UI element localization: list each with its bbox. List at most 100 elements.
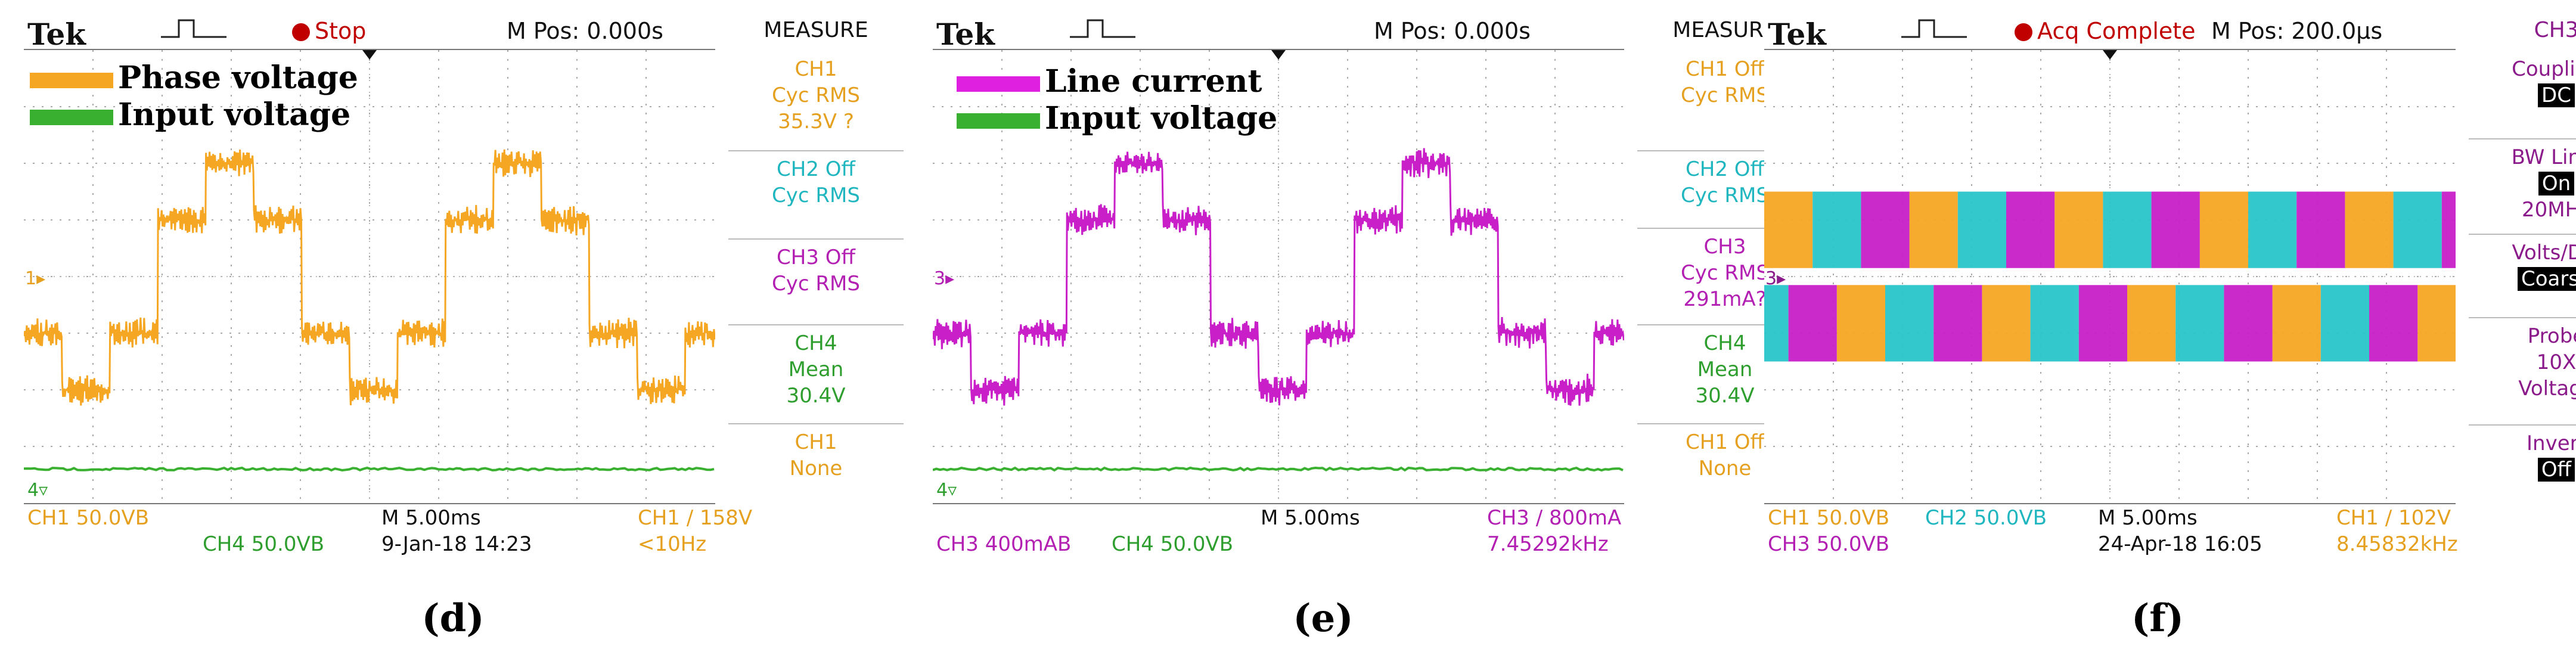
scope-panel-e: Tek M Pos: 0.000s Line current Input vol… [933, 13, 1816, 561]
mpos-label: M Pos: 200.0µs [2211, 18, 2383, 44]
legend: Line current Input voltage [957, 63, 1277, 137]
menu-item-ch3[interactable]: CH3 Off Cyc RMS [728, 238, 904, 297]
trace-block-ch2 [2248, 191, 2297, 268]
scope-header: Tek Stop M Pos: 0.000s [24, 13, 907, 52]
caption-e: (e) [1293, 596, 1354, 641]
scope-panel-d: Tek Stop M Pos: 0.000s Phase voltage Inp… [24, 13, 907, 561]
trace-block-ch1 [1836, 285, 1885, 362]
acquire-icon [2015, 23, 2032, 41]
graticule [933, 49, 1624, 504]
trace-ch1 [24, 149, 715, 406]
trace-block-ch2 [2320, 285, 2369, 362]
menu-item-ch4[interactable]: CH4 Mean 30.4V [728, 324, 904, 409]
timebase: M 5.00ms [2098, 506, 2198, 530]
menu-item-volts-div[interactable]: Volts/DivCoarse [2469, 234, 2576, 292]
waveform-plot-d [24, 50, 715, 503]
menu-title: CH3 [2534, 18, 2576, 42]
status-footer: CH1 50.0VB CH2 50.0VB CH3 50.0VB M 5.00m… [1764, 505, 2576, 561]
trace-block-ch2 [1764, 285, 1789, 362]
legend-item-input-voltage: Input voltage [30, 97, 358, 134]
menu-item-ch1[interactable]: CH1 Off Cyc RMS [1681, 57, 1769, 107]
scope-header: Tek M Pos: 0.000s [933, 13, 1816, 52]
trace-ch4 [24, 466, 715, 472]
mpos-label: M Pos: 0.000s [507, 18, 663, 44]
status-footer: CH3 400mAB CH4 50.0VB M 5.00ms CH3 ∕ 800… [933, 505, 1816, 561]
menu-title: MEASURE [764, 18, 868, 42]
menu-item-bw-limit[interactable]: BW LimitOn20MHz [2469, 138, 2576, 223]
trace-block-ch2 [2030, 285, 2079, 362]
brand-label: Tek [27, 17, 86, 52]
menu-item-ch1[interactable]: CH1 Cyc RMS 35.3V ? [772, 57, 860, 134]
caption-f: (f) [2131, 596, 2184, 641]
legend-swatch [957, 76, 1040, 92]
timebase: M 5.00ms [381, 506, 481, 530]
trace-block-ch1 [1764, 191, 1813, 268]
trace-block-ch3 [2078, 285, 2127, 362]
trace-block-ch1 [2272, 285, 2321, 362]
trace-ch4 [933, 466, 1624, 472]
trigger-level: CH3 ∕ 800mA [1487, 506, 1622, 530]
menu-item-ch2[interactable]: CH2 Off Cyc RMS [1637, 150, 1812, 209]
channel-menu: CH3 CouplingDC BW LimitOn20MHz Volts/Div… [2465, 13, 2576, 502]
scope-header: Tek Acq Complete M Pos: 200.0µs [1764, 13, 2576, 52]
stop-icon [292, 23, 310, 41]
caption-d: (d) [421, 596, 485, 641]
ch3-ground-marker: 3▸ [1765, 268, 1786, 289]
ch1-scale: CH1 50.0VB [27, 506, 150, 530]
menu-item-ch1-none[interactable]: CH1 Off None [1637, 423, 1812, 482]
trigger-position-marker [1271, 50, 1286, 60]
trace-block-ch2 [2175, 285, 2224, 362]
menu-item-ch4[interactable]: CH4 Mean 30.4V [1637, 324, 1812, 409]
frequency: 7.45292kHz [1487, 532, 1609, 556]
legend-item-input-voltage: Input voltage [957, 100, 1277, 137]
brand-label: Tek [1768, 17, 1826, 52]
trace-block-ch1 [2199, 191, 2248, 268]
graticule [24, 49, 715, 504]
measure-menu: MEASURE CH1 Off Cyc RMS CH2 Off Cyc RMS CH… [1634, 13, 1816, 502]
trace-block-ch1 [1909, 191, 1958, 268]
trace-block-ch3 [2441, 191, 2456, 268]
scope-panel-f: Tek Acq Complete M Pos: 200.0µs 3▸ CH3 C… [1764, 13, 2576, 561]
trigger-level: CH1 ∕ 158V [638, 506, 753, 530]
ch1-scale: CH1 50.0VB [1768, 506, 1890, 530]
menu-item-probe[interactable]: Probe10XVoltage [2469, 317, 2576, 402]
menu-item-ch1-none[interactable]: CH1 None [728, 423, 904, 482]
trace-block-ch3 [2151, 191, 2200, 268]
ch4-ground-marker: 4▿ [27, 480, 48, 501]
trace-block-ch1 [2417, 285, 2456, 362]
ch3-scale: CH3 400mAB [936, 532, 1072, 556]
trace-block-ch2 [2103, 191, 2152, 268]
legend-item-line-current: Line current [957, 63, 1277, 100]
legend-swatch [30, 109, 113, 125]
trace-block-ch3 [1861, 191, 1910, 268]
trace-block-ch3 [2006, 191, 2055, 268]
trigger-icon [1070, 19, 1135, 38]
menu-item-coupling[interactable]: CouplingDC [2512, 57, 2576, 107]
ch1-ground-marker: 1▸ [25, 268, 46, 289]
menu-item-ch2[interactable]: CH2 Off Cyc RMS [728, 150, 904, 209]
ch2-scale: CH2 50.0VB [1925, 506, 2047, 530]
trace-block-ch3 [1933, 285, 1982, 362]
date-stamp: 24-Apr-18 16:05 [2098, 532, 2262, 556]
trigger-position-marker [362, 50, 377, 60]
trace-block-ch2 [2393, 191, 2442, 268]
trigger-icon [161, 19, 226, 38]
frequency: <10Hz [638, 532, 707, 556]
trace-block-ch3 [2369, 285, 2418, 362]
legend-swatch [30, 72, 113, 88]
trace-ch3 [933, 148, 1624, 406]
trace-block-ch2 [1885, 285, 1934, 362]
status-footer: CH1 50.0VB CH4 50.0VB M 5.00ms 9-Jan-18 … [24, 505, 907, 561]
menu-item-ch3[interactable]: CH3 Cyc RMS 291mA? [1637, 228, 1812, 312]
mpos-label: M Pos: 0.000s [1374, 18, 1531, 44]
trigger-level: CH1 ∕ 102V [2336, 506, 2451, 530]
trace-block-ch3 [1788, 285, 1837, 362]
measure-menu: MEASURE CH1 Cyc RMS 35.3V ? CH2 Off Cyc RMS… [725, 13, 907, 502]
menu-title: MEASURE [1672, 18, 1777, 42]
legend-item-phase-voltage: Phase voltage [30, 60, 358, 97]
waveform-plot-f [1764, 50, 2456, 503]
trace-block-ch1 [2127, 285, 2176, 362]
ch3-ground-marker: 3▸ [934, 268, 955, 289]
menu-item-invert[interactable]: InvertOff [2469, 424, 2576, 483]
timebase: M 5.00ms [1261, 506, 1360, 530]
